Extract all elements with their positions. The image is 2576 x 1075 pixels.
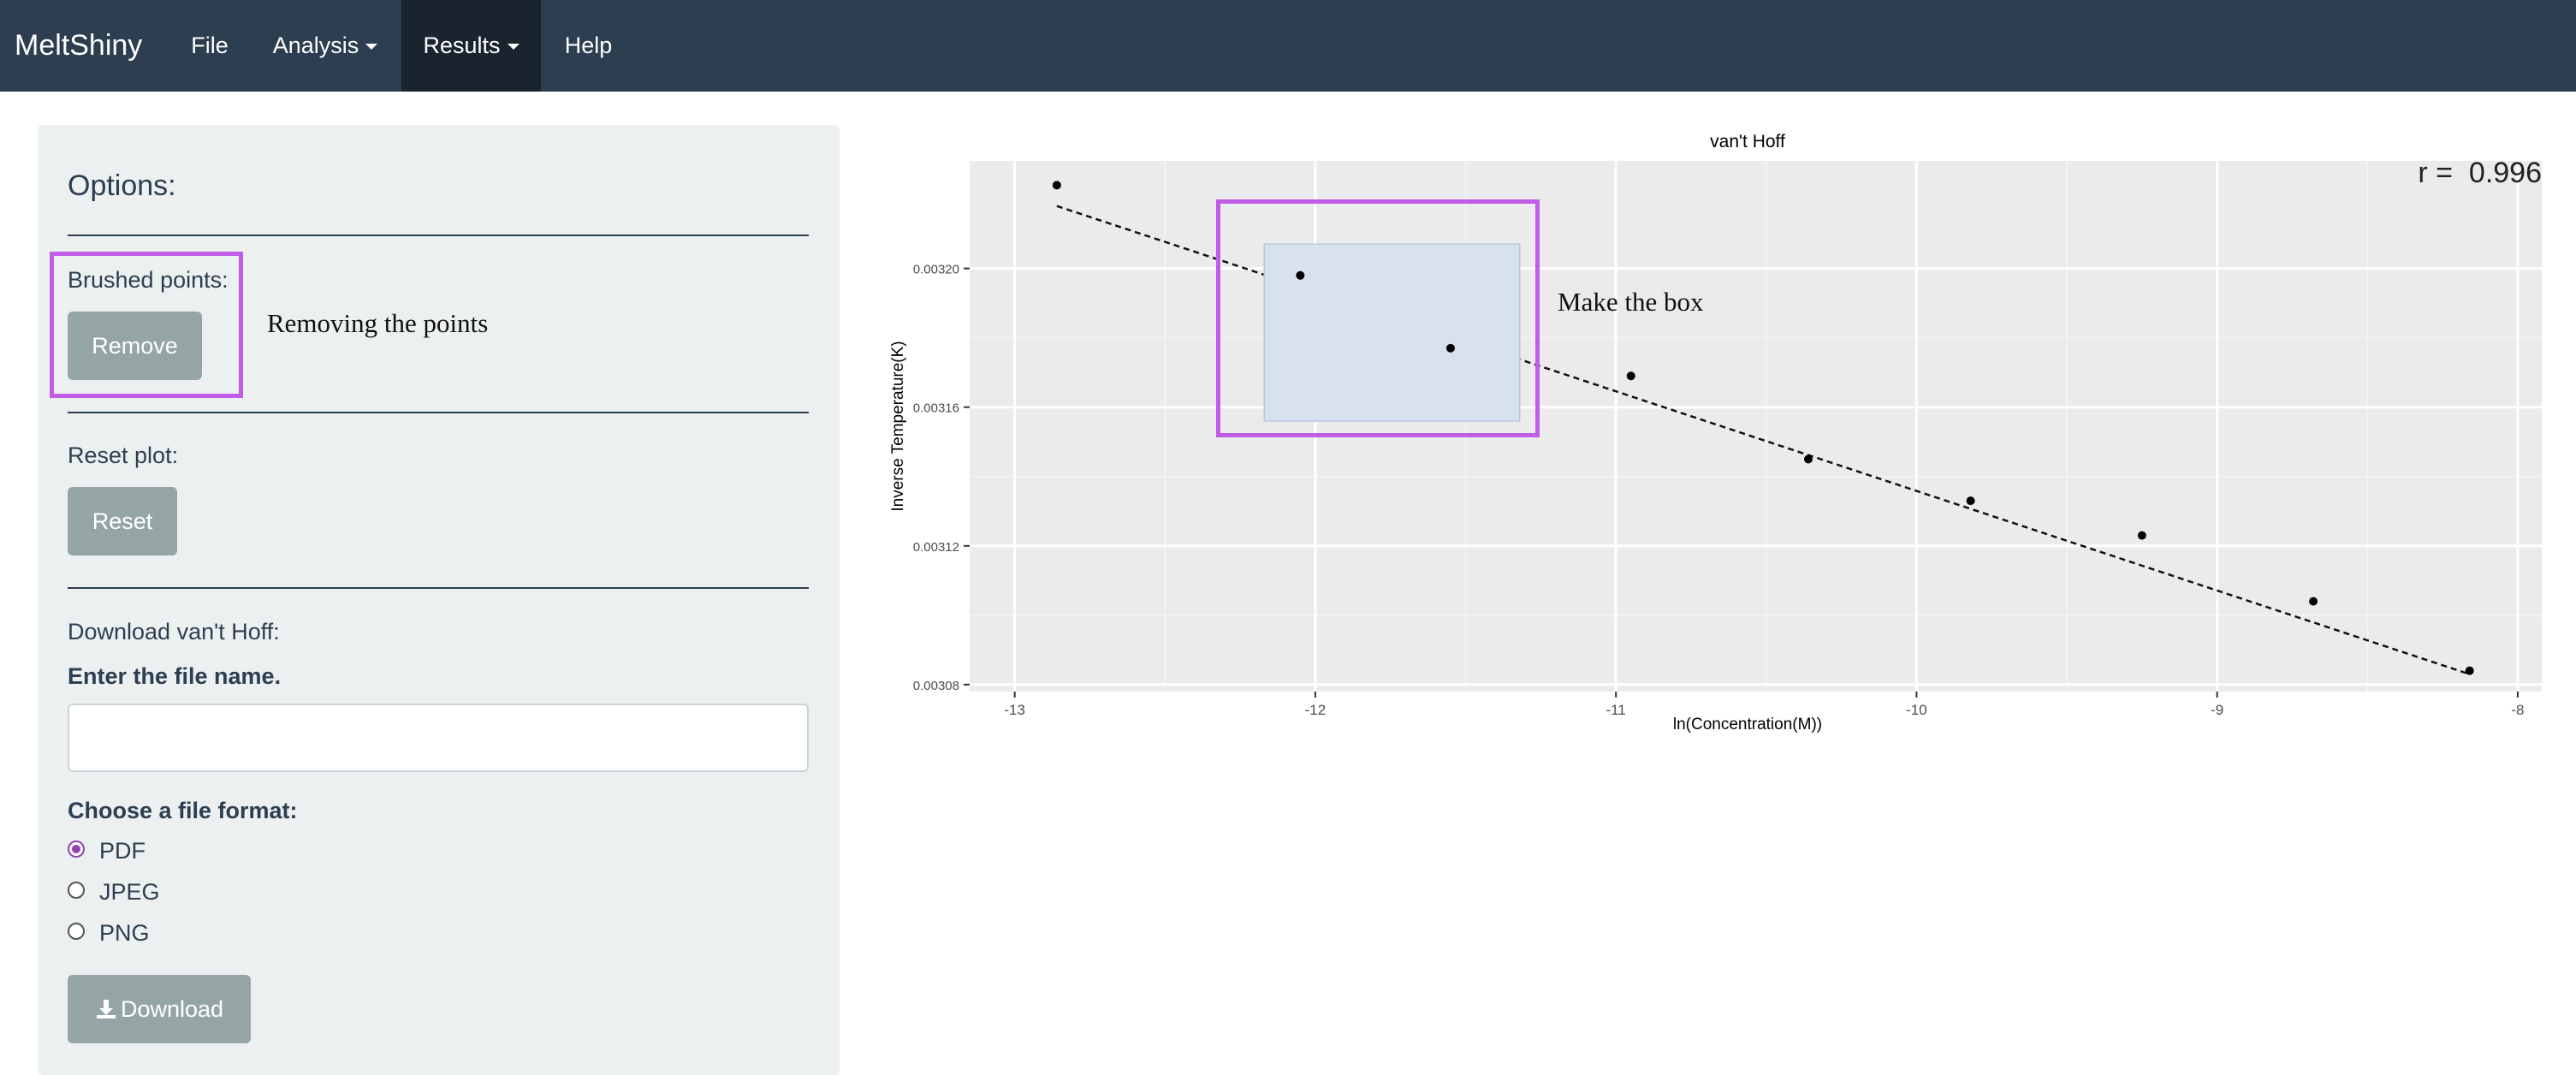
remove-button[interactable]: Remove [68,312,202,380]
reset-button[interactable]: Reset [68,487,177,555]
y-tick-label: 0.00316 [913,401,959,416]
y-tick-label: 0.00320 [913,263,959,277]
y-tick-label: 0.00308 [913,679,959,693]
file-format-label: Choose a file format: [68,798,298,823]
radio-png-label: PNG [99,920,150,946]
divider [68,587,809,589]
radio-button-checked[interactable] [68,840,85,858]
nav-analysis[interactable]: Analysis [257,0,394,92]
chevron-down-icon [365,44,378,50]
data-point [1296,270,1305,280]
download-vanthoff-label: Download van't Hoff: [68,619,280,644]
x-axis-label: ln(Concentration(M)) [1673,716,1822,733]
brush-selection[interactable] [1263,243,1521,422]
data-point [2309,597,2318,606]
x-tick-label: -13 [1004,702,1025,718]
data-point [1803,454,1813,464]
brushed-points-label: Brushed points: [68,267,229,293]
data-point [1052,181,1061,190]
y-tick-label: 0.00312 [913,540,959,555]
nav-results-label: Results [423,33,501,58]
chevron-down-icon [507,44,519,50]
radio-button[interactable] [68,882,85,899]
options-sidebar: Options: Brushed points: Remove Removing… [38,125,840,1075]
remove-annotation: Removing the points [267,308,489,338]
highlight-remove-box [50,252,243,398]
filename-label: Enter the file name. [68,663,282,689]
r-value-label: r = 0.996 [2418,157,2542,189]
x-tick-label: -12 [1305,702,1327,718]
data-point [2465,666,2474,675]
x-tick-label: -10 [1906,702,1927,718]
radio-pdf-label: PDF [99,838,145,864]
options-title: Options: [68,169,176,202]
download-button-label: Download [120,996,224,1022]
radio-button[interactable] [68,923,85,940]
x-tick-label: -11 [1606,702,1626,718]
box-annotation: Make the box [1558,287,1704,317]
divider [68,412,809,413]
highlight-brush-box [1216,199,1540,437]
navbar: MeltShiny File Analysis Results Help [0,0,2576,92]
data-points [1052,181,2474,675]
grid [970,161,2542,692]
axis-ticks: -13 -12 -11 -10 -9 -8 0.00308 0.00312 0.00316 0.0… [913,263,2525,718]
chart-title: van't Hoff [1710,132,1785,151]
nav-file-label: File [191,33,229,58]
divider [68,235,809,236]
data-point [2137,531,2146,540]
y-axis-label: Inverse Temperature(K) [889,341,907,511]
vanthoff-plot[interactable]: van't Hoff -13 -12 -11 -10 -9 -8 0.00308 0.0031… [873,120,2550,753]
download-icon [96,1000,116,1019]
data-point [1966,496,1975,506]
filename-input[interactable] [68,704,809,772]
radio-jpeg-label: JPEG [99,879,160,905]
plot-panel [970,161,2542,692]
data-point [1626,371,1635,381]
download-button[interactable]: Download [68,975,251,1043]
reset-plot-label: Reset plot: [68,442,179,468]
x-tick-label: -9 [2211,702,2223,718]
nav-help[interactable]: Help [548,0,629,92]
nav-results[interactable]: Results [401,0,541,92]
nav-help-label: Help [564,33,613,58]
data-point [1445,343,1455,353]
x-tick-label: -8 [2511,702,2524,718]
nav-file[interactable]: File [175,0,244,92]
nav-analysis-label: Analysis [272,33,359,58]
app-brand[interactable]: MeltShiny [15,29,143,62]
